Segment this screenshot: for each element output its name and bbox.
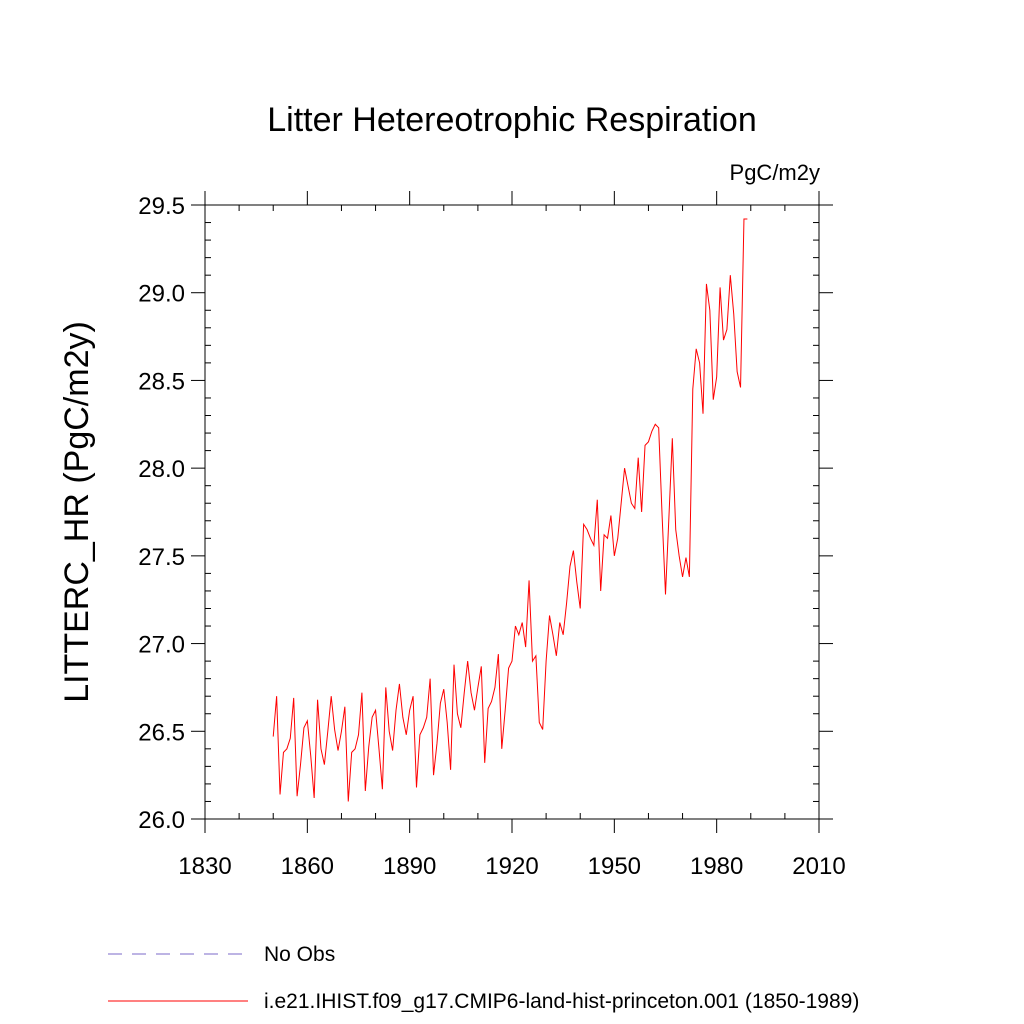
legend: No Obs i.e21.IHIST.f09_g17.CMIP6-land-hi… (108, 943, 859, 1013)
legend-no-obs-label: No Obs (264, 943, 335, 966)
y-tick-label: 26.0 (138, 807, 185, 834)
x-tick-label: 1830 (178, 853, 231, 880)
axis-tick-labels: 1830 1860 1890 1920 1950 1980 2010 26.0 26.5 27.0… (138, 193, 845, 880)
axis-ticks (191, 191, 833, 833)
x-tick-label: 1950 (588, 853, 641, 880)
legend-model-label: i.e21.IHIST.f09_g17.CMIP6-land-hist-prin… (264, 990, 859, 1013)
y-tick-label: 27.0 (138, 632, 185, 659)
x-tick-label: 1980 (690, 853, 743, 880)
y-tick-label: 27.5 (138, 544, 185, 571)
units-label: PgC/m2y (730, 160, 820, 185)
x-tick-label: 2010 (792, 853, 845, 880)
y-tick-label: 28.5 (138, 368, 185, 395)
x-tick-label: 1890 (383, 853, 436, 880)
y-tick-label: 29.0 (138, 281, 185, 308)
series-line (272, 218, 748, 802)
y-tick-label: 28.0 (138, 456, 185, 483)
y-axis-label: LITTERC_HR (PgC/m2y) (58, 321, 96, 703)
y-tick-label: 29.5 (138, 193, 185, 220)
chart-title: Litter Hetereotrophic Respiration (267, 101, 756, 139)
y-tick-label: 26.5 (138, 719, 185, 746)
x-tick-label: 1860 (281, 853, 334, 880)
plot-frame (204, 204, 820, 820)
x-tick-label: 1920 (485, 853, 538, 880)
